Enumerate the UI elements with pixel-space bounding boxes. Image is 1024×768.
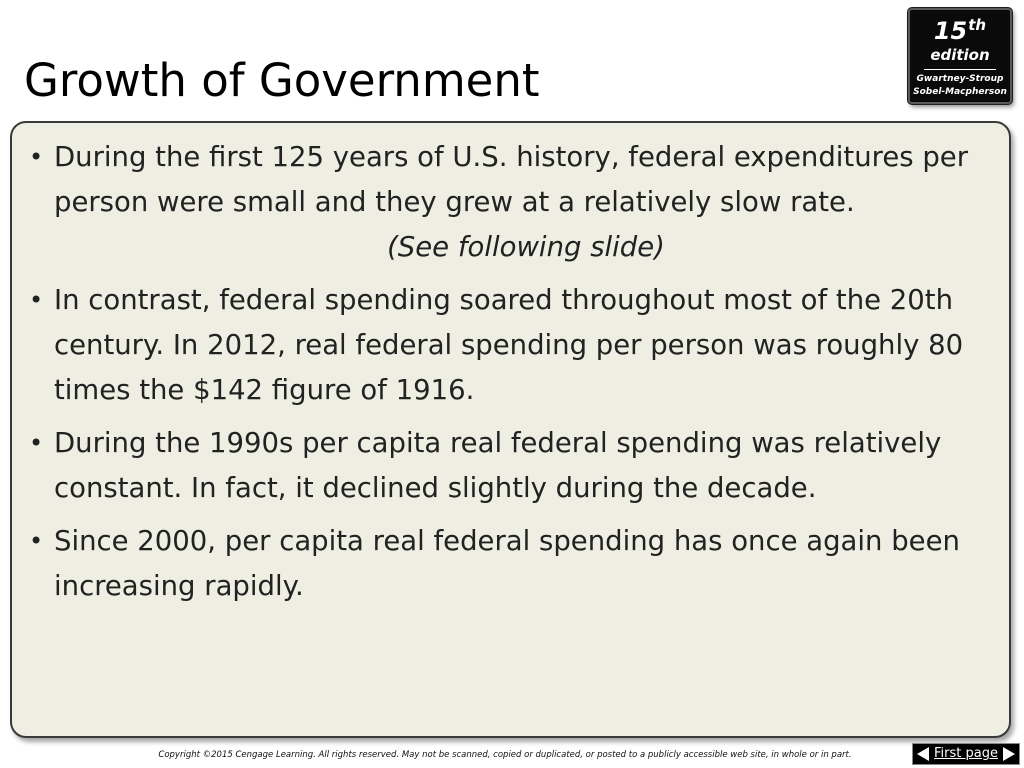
bullet-text: During the 1990s per capita real federal… [54,427,942,504]
bullet-marker: • [29,429,44,457]
arrow-left-icon[interactable] [917,747,929,761]
bullet-item: • Since 2000, per capita real federal sp… [28,519,998,609]
edition-number-suffix: th [968,16,987,34]
edition-divider [924,69,996,70]
bullet-item: • During the first 125 years of U.S. his… [28,135,998,270]
bullet-text: In contrast, federal spending soared thr… [54,284,964,406]
bullet-item: • During the 1990s per capita real feder… [28,421,998,511]
bullet-list: • During the first 125 years of U.S. his… [28,135,998,617]
slide-title: Growth of Government [24,54,540,107]
arrow-right-icon[interactable] [1003,747,1015,761]
edition-authors: Gwartney-Stroup Sobel-Macpherson [910,73,1010,99]
bullet-marker: • [29,527,44,555]
bullet-item: • In contrast, federal spending soared t… [28,278,998,413]
edition-number: 15th [910,16,1010,45]
edition-badge: 15th edition Gwartney-Stroup Sobel-Macph… [908,8,1012,104]
author-line-1: Gwartney-Stroup [916,74,1004,84]
content-box: • During the first 125 years of U.S. his… [10,121,1011,738]
edition-number-value: 15 [933,17,968,45]
bullet-marker: • [29,286,44,314]
first-page-link[interactable]: First page [934,746,998,761]
edition-word: edition [930,46,990,64]
author-line-2: Sobel-Macpherson [913,87,1007,97]
copyright-notice: Copyright ©2015 Cengage Learning. All ri… [158,750,852,760]
first-page-button[interactable]: First page [912,743,1020,765]
bullet-text: Since 2000, per capita real federal spen… [54,525,960,602]
bullet-marker: • [29,143,44,171]
bullet-note: (See following slide) [387,231,665,263]
bullet-text: During the first 125 years of U.S. histo… [54,141,969,218]
